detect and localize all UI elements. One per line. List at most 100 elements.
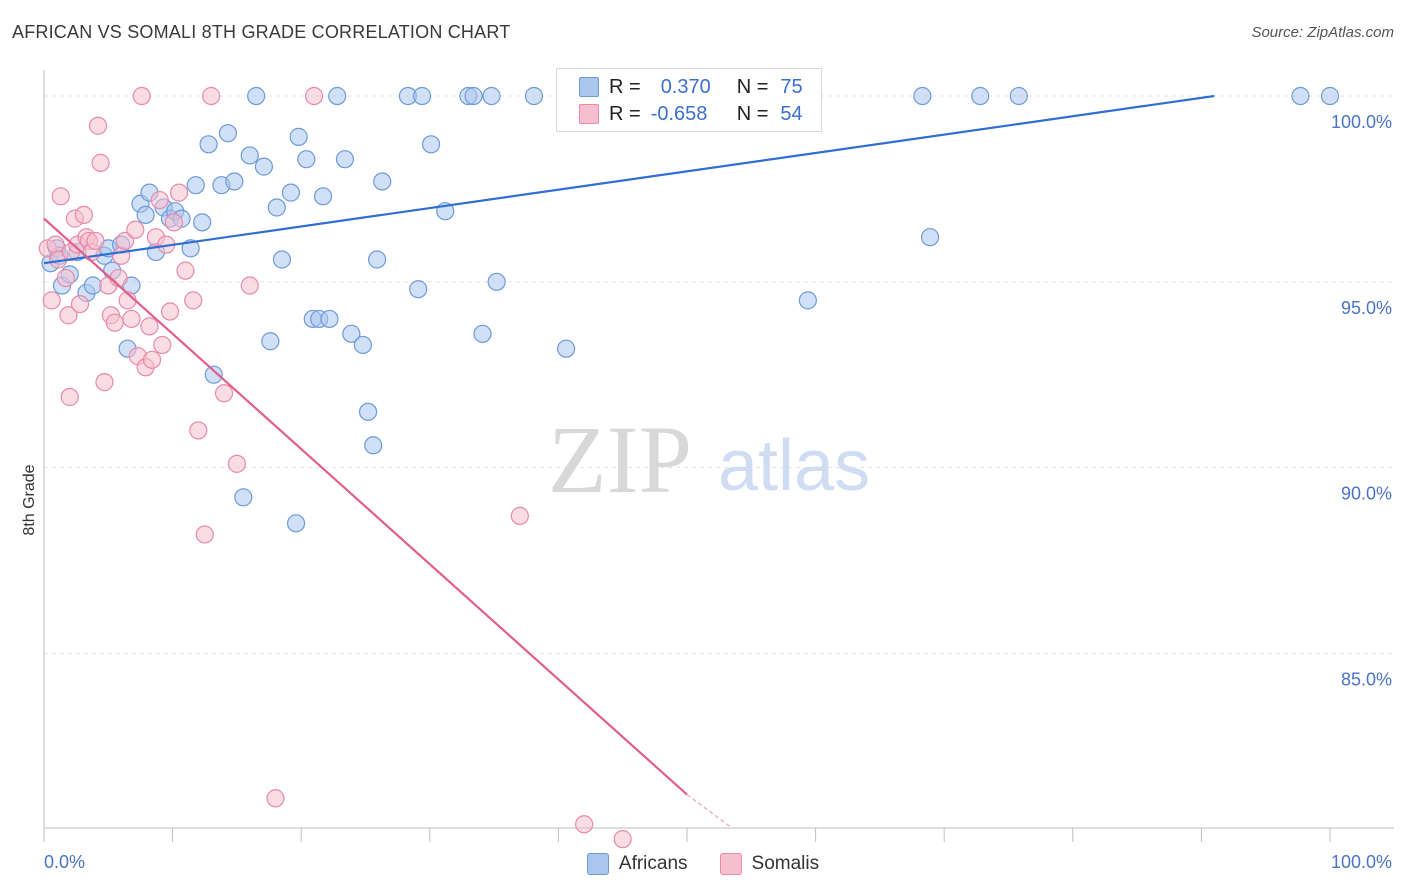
somalis-point: [202, 86, 221, 106]
legend-item-somalis[interactable]: Somalis: [719, 852, 819, 876]
somalis-point: [195, 525, 214, 544]
africans-point: [199, 135, 218, 154]
y-tick-label: 85.0%: [1341, 669, 1392, 689]
africans-point: [913, 86, 932, 106]
africans-point: [204, 365, 223, 384]
y-tick-label: 90.0%: [1341, 484, 1392, 504]
somalis-point: [95, 373, 114, 392]
somalis-point: [176, 261, 195, 280]
africans-point: [1320, 86, 1340, 106]
somalis-point: [613, 830, 632, 849]
africans-point: [320, 309, 339, 329]
watermark: ZIP atlas: [548, 406, 870, 513]
africans-point: [240, 146, 259, 165]
africans-point: [409, 280, 428, 299]
africans-point: [557, 339, 576, 358]
africans-point: [524, 86, 544, 106]
somalis-point: [164, 213, 183, 232]
africans-point: [342, 324, 361, 343]
africans-point: [186, 176, 205, 195]
somalis-point: [140, 317, 159, 336]
somalis-point: [112, 246, 131, 265]
africans-point: [920, 228, 940, 247]
somalis-point: [160, 302, 180, 321]
somalis-point: [153, 335, 172, 355]
r-label: R =: [609, 102, 641, 125]
somalis-point: [60, 387, 79, 407]
x-tick-label: 0.0%: [44, 852, 85, 872]
somalis-point: [91, 153, 110, 172]
somalis-point: [150, 190, 169, 210]
somalis-point: [126, 220, 145, 239]
somalis-point: [115, 231, 135, 251]
y-axis-label: 8th Grade: [21, 464, 38, 535]
africans-point: [364, 436, 383, 455]
africans-point: [482, 86, 501, 106]
somalis-point: [266, 789, 285, 808]
africans-point: [218, 124, 237, 143]
africans-point: [353, 335, 373, 355]
africans-point: [421, 135, 441, 154]
africans-point: [261, 332, 280, 351]
africans-point: [487, 272, 506, 291]
africans-point: [254, 157, 274, 176]
r-label: R =: [609, 75, 641, 98]
africans-point: [234, 488, 253, 507]
africans-point: [328, 86, 347, 106]
somalis-points: [38, 86, 632, 849]
africans-point: [1291, 86, 1310, 106]
africans-point: [225, 172, 244, 191]
y-tick-label: 95.0%: [1341, 298, 1392, 318]
somalis-point: [42, 291, 61, 310]
africans-point: [412, 86, 432, 106]
africans-point: [798, 291, 817, 310]
africans-swatch: [579, 77, 599, 97]
africans-point: [373, 172, 392, 191]
africans-point: [281, 183, 301, 202]
legend-item-africans[interactable]: Africans: [586, 852, 688, 876]
africans-point: [313, 187, 333, 206]
r-value: -0.658: [650, 102, 708, 125]
grid-lines: [44, 95, 1394, 654]
somalis-point: [88, 116, 108, 135]
somalis-point: [214, 384, 234, 403]
africans-point: [464, 86, 483, 106]
source-label: Source: ZipAtlas.com: [1251, 24, 1394, 41]
r-value: 0.370: [660, 75, 711, 98]
somalis-point: [59, 306, 78, 325]
africans-point: [358, 402, 378, 421]
africans-point: [297, 150, 316, 169]
legend-row-africans: R = 0.370 N = 75: [579, 75, 803, 99]
legend-label-africans: Africans: [618, 853, 688, 874]
somalis-point: [74, 205, 93, 225]
bottom-legend: Africans Somalis: [0, 852, 1406, 876]
somalis-trend-extension: [686, 794, 733, 829]
africans-swatch: [586, 853, 609, 875]
somalis-trend-line: [43, 217, 688, 796]
n-value: 54: [780, 102, 803, 125]
n-label: N =: [736, 102, 769, 125]
africans-point: [971, 86, 990, 106]
watermark-atlas: atlas: [718, 426, 870, 506]
y-tick-label: 100.0%: [1331, 112, 1392, 132]
africans-point: [83, 276, 102, 295]
africans-trend-line: [43, 94, 1215, 265]
somalis-point: [46, 235, 65, 254]
somalis-point: [86, 231, 105, 251]
africans-point: [247, 86, 266, 106]
n-value: 75: [780, 75, 803, 98]
africans-point: [193, 213, 212, 232]
somalis-point: [105, 313, 124, 332]
africans-point: [1009, 86, 1028, 106]
somalis-point: [240, 276, 259, 295]
somalis-point: [142, 350, 162, 369]
somalis-swatch: [579, 104, 599, 124]
africans-point: [289, 127, 308, 146]
africans-point: [473, 324, 492, 343]
somalis-point: [184, 291, 203, 310]
africans-point: [272, 250, 292, 269]
legend: R = 0.370 N = 75 R = -0.658 N = 54: [556, 68, 822, 132]
axes: [43, 70, 1394, 842]
africans-point: [286, 514, 306, 533]
